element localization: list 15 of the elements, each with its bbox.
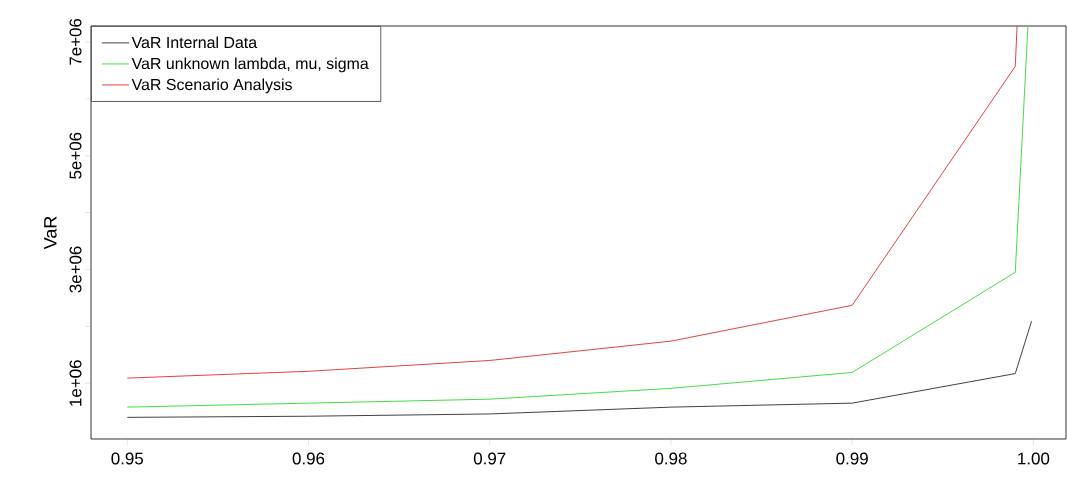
x-tick-label: 0.98 xyxy=(655,452,687,465)
x-tick-label: 0.96 xyxy=(292,452,325,465)
y-tick-label: 5e+06 xyxy=(69,132,82,179)
legend-label: VaR Scenario Analysis xyxy=(131,78,292,94)
x-tick-label: 0.99 xyxy=(836,452,868,465)
x-tick-label: 0.95 xyxy=(111,452,144,465)
y-tick-label: 3e+06 xyxy=(69,246,82,293)
x-tick-label: 0.97 xyxy=(473,452,506,465)
y-tick-label: 1e+06 xyxy=(69,360,82,406)
legend-label: VaR Internal Data xyxy=(131,36,258,49)
y-axis-title: VaR xyxy=(44,216,57,250)
legend-label: VaR unknown lambda, mu, sigma xyxy=(131,57,369,73)
line-series xyxy=(126,320,1033,418)
y-tick-label: 7e+06 xyxy=(69,18,82,65)
x-tick-label: 1.00 xyxy=(1018,452,1050,465)
